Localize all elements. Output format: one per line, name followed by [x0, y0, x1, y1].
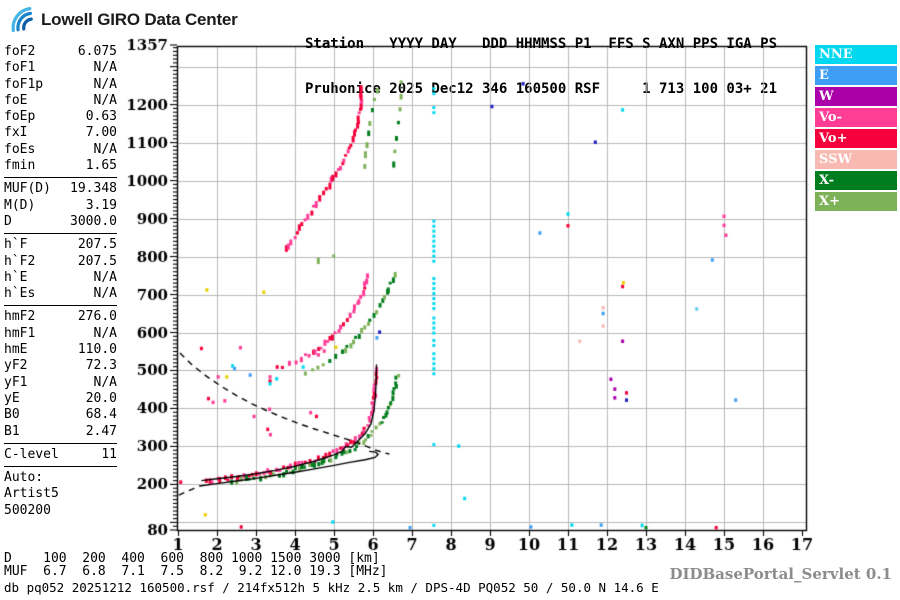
legend-item-x: X+	[815, 192, 897, 211]
legend-item-w: W	[815, 87, 897, 106]
legend-item-vo: Vo-	[815, 108, 897, 127]
legend-label: X-	[819, 173, 835, 188]
legend-item-ssw: SSW	[815, 150, 897, 169]
legend-label: X+	[819, 194, 840, 209]
measurement-file-line: db pq052 20251212 160500.rsf / 214fx512h…	[4, 580, 659, 595]
legend-item-x: X-	[815, 171, 897, 190]
legend-label: SSW	[819, 152, 853, 167]
legend-label: Vo+	[819, 131, 848, 146]
legend-label: E	[819, 68, 829, 83]
legend-item-vo: Vo+	[815, 129, 897, 148]
legend-item-e: E	[815, 66, 897, 85]
legend-item-nne: NNE	[815, 45, 897, 64]
echo-direction-legend: NNE E W Vo- Vo+ SSW X- X+	[815, 45, 897, 213]
legend-label: W	[819, 89, 834, 104]
distance-row: D 100 200 400 600 800 1000 1500 3000 [km…	[4, 551, 380, 566]
legend-label: NNE	[819, 47, 853, 62]
legend-label: Vo-	[819, 110, 842, 125]
servlet-version-label: DIDBasePortal_Servlet 0.1	[669, 565, 892, 583]
muf-row: MUF 6.7 6.8 7.1 7.5 8.2 9.2 12.0 19.3 [M…	[4, 564, 388, 579]
